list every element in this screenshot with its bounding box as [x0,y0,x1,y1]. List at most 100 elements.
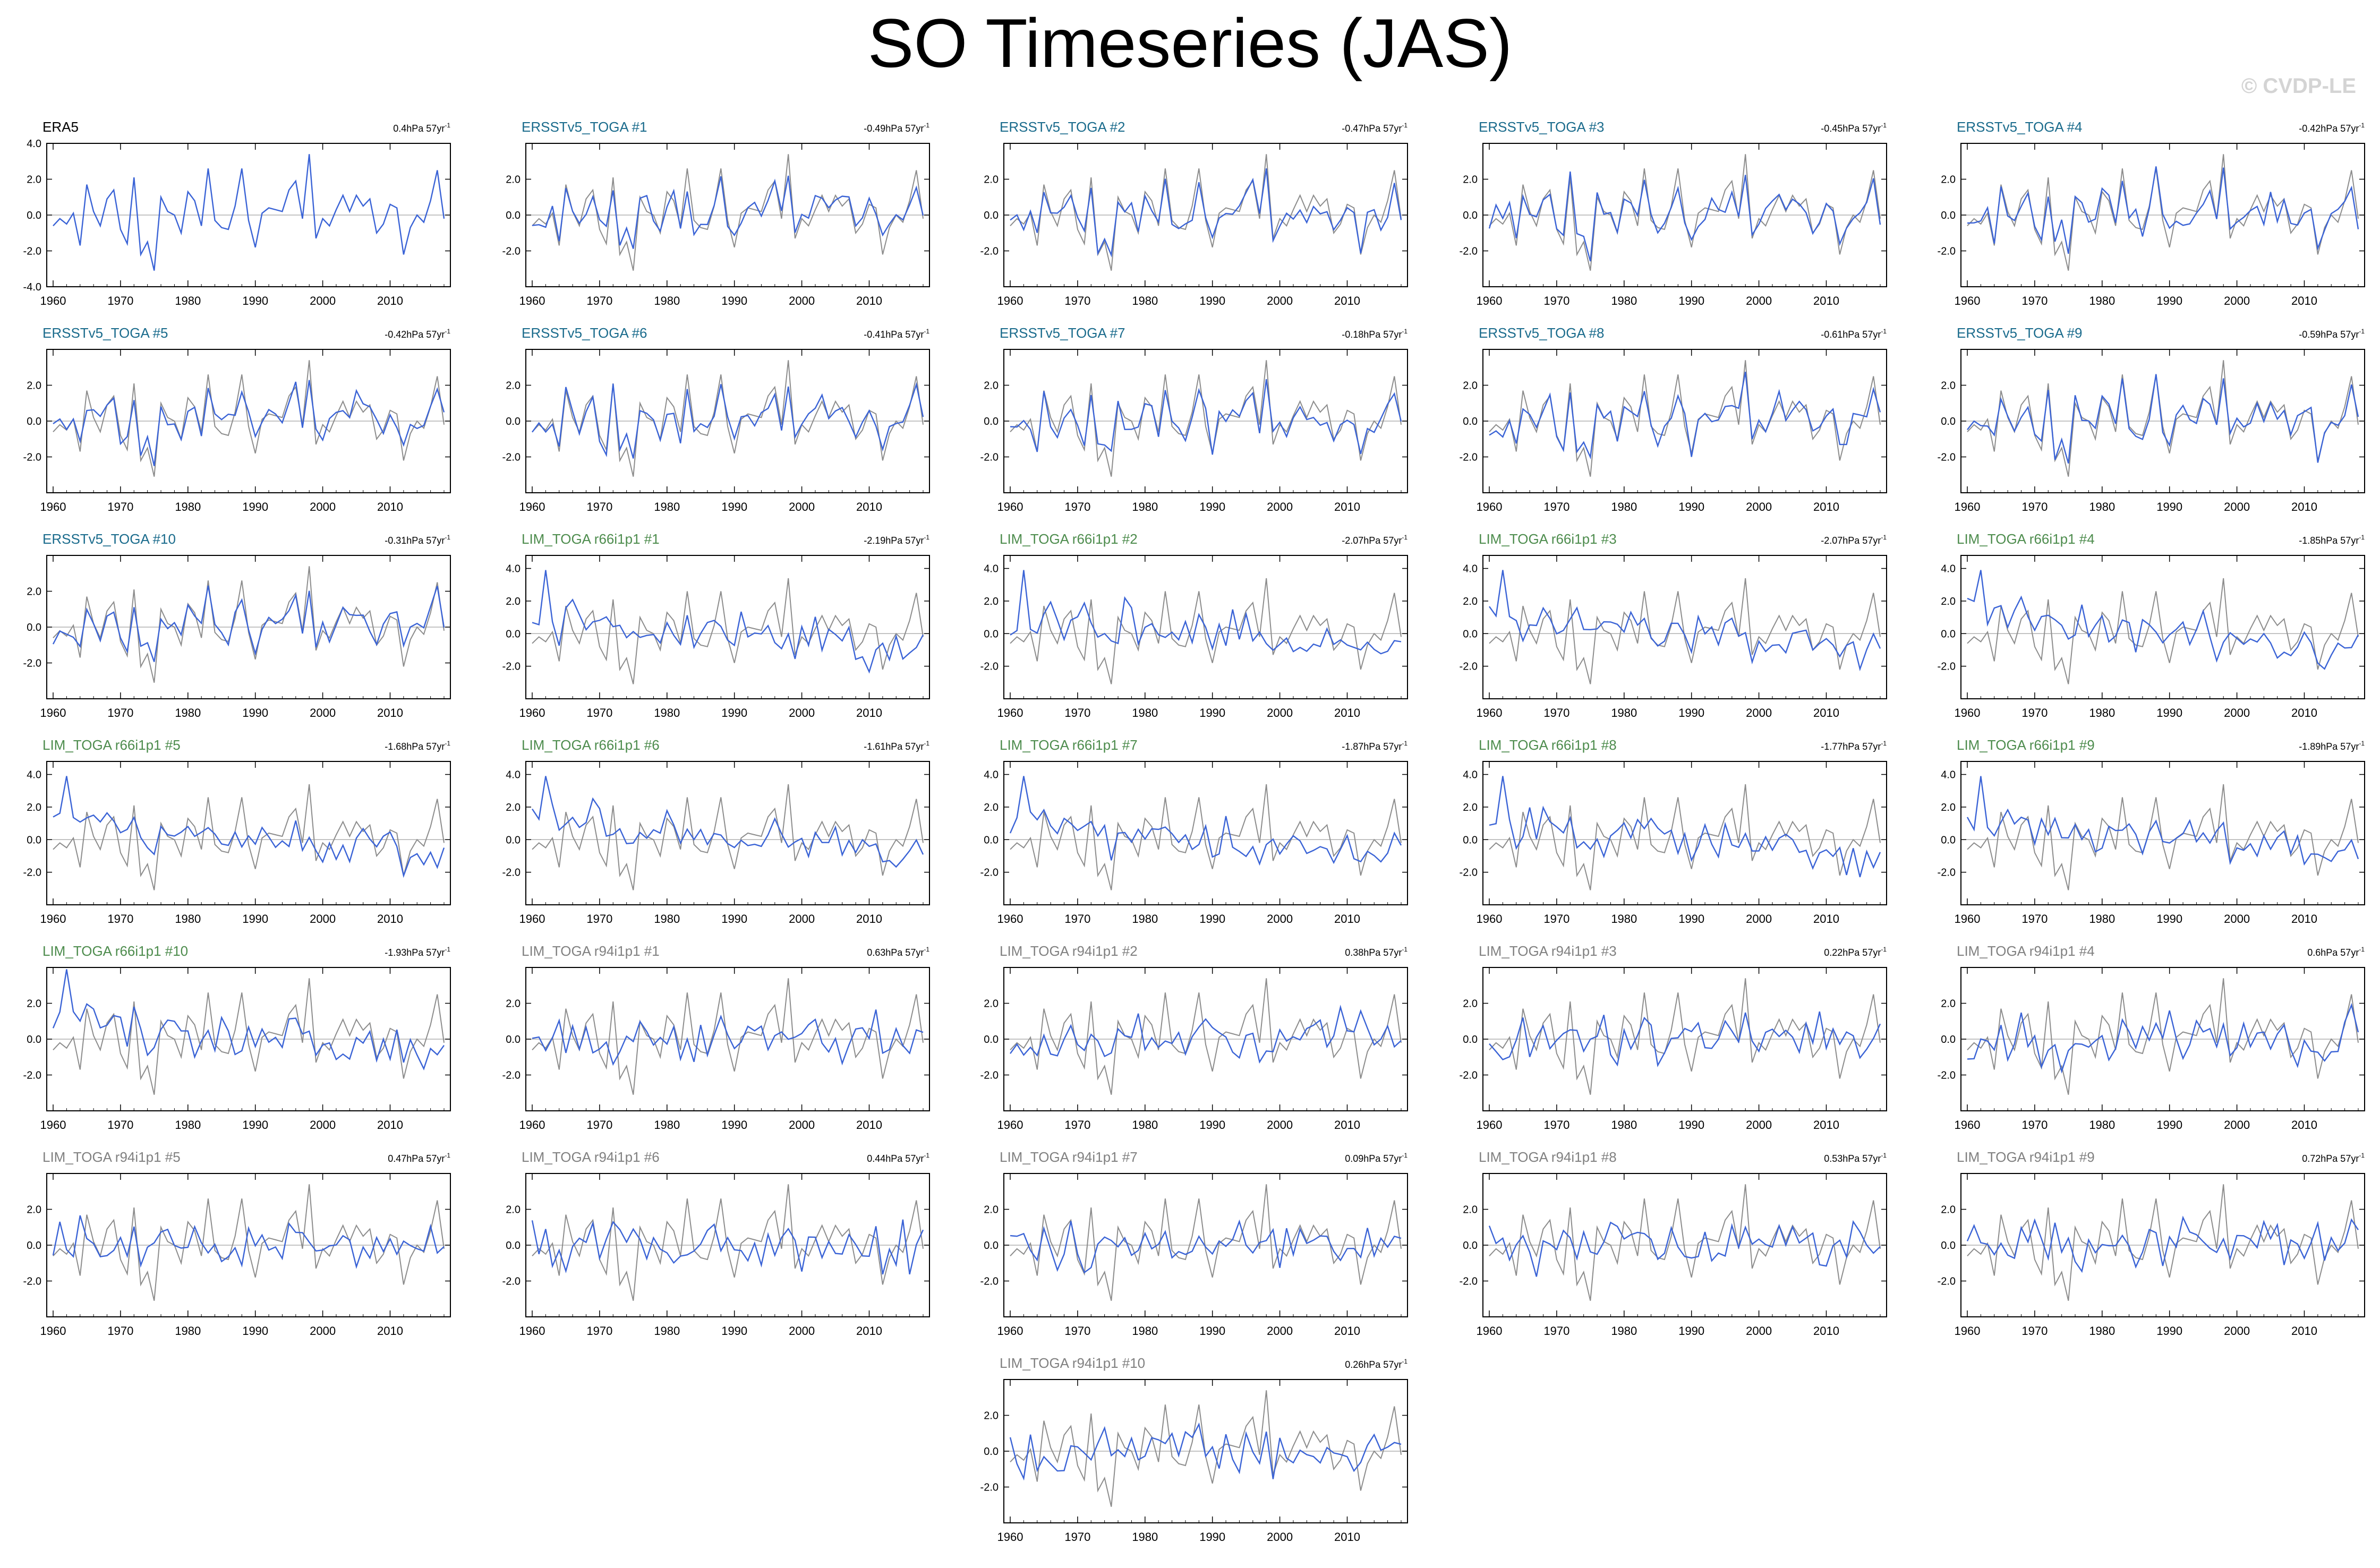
panel-frame [1960,761,2365,905]
x-tick-label: 2000 [1267,500,1293,513]
x-tick-label: 1970 [2021,706,2048,719]
x-tick-label: 1970 [1543,1118,1569,1132]
panel-trend: 0.44hPa 57yr-1 [867,1152,929,1164]
x-tick-label: 1970 [586,706,612,719]
x-tick-label: 1990 [242,294,268,307]
x-tick-label: 1970 [586,912,612,926]
x-tick-label: 1970 [2021,294,2048,307]
panel-frame [46,761,451,905]
panel-trend: -2.19hPa 57yr-1 [864,534,929,546]
y-tick-label: 4.0 [1463,563,1478,575]
y-tick-label: 2.0 [1463,998,1478,1010]
y-tick-label: 2.0 [1463,596,1478,607]
panel-23: LIM_TOGA r94i1p1 #2 0.38hPa 57yr-1 2.0 0.0 -… [980,943,1408,1132]
panel-title: LIM_TOGA r66i1p1 #8 [1479,737,1617,753]
x-tick-label: 1970 [1064,706,1090,719]
observed-series-line [53,360,445,477]
x-tick-label: 1970 [1064,1324,1090,1338]
model-series-line [53,776,445,878]
y-tick-label: -2.0 [502,867,521,879]
y-tick-label: 0.0 [1463,834,1478,846]
x-tick-label: 1990 [721,500,747,513]
x-tick-label: 1960 [40,500,66,513]
panel-frame [1482,555,1887,699]
y-tick-label: 2.0 [506,596,521,607]
panel-trend: 0.22hPa 57yr-1 [1824,946,1887,958]
trend-superscript: -1 [445,946,450,953]
x-tick-label: 2000 [789,500,815,513]
x-tick-label: 1960 [997,1530,1023,1544]
panel-trend: -1.87hPa 57yr-1 [1342,740,1407,752]
panel-title: LIM_TOGA r94i1p1 #10 [1000,1355,1145,1371]
x-tick-label: 1960 [1477,706,1503,719]
model-series-line [1967,374,2359,464]
x-tick-label: 1960 [997,294,1023,307]
x-tick-label: 1990 [1199,912,1225,926]
trend-superscript: -1 [1881,1152,1887,1159]
y-tick-label: 2.0 [984,998,999,1010]
model-series-line [531,776,924,868]
y-tick-label: -2.0 [1938,867,1956,879]
y-tick-label: 2.0 [1463,174,1478,186]
model-series-line [52,969,445,1070]
panel-frame [1003,555,1408,699]
panel-title: ERSSTv5_TOGA #5 [42,325,168,341]
x-tick-label: 1970 [586,500,612,513]
x-tick-label: 1970 [1064,500,1090,513]
trend-superscript: -1 [1881,740,1887,747]
panel-25: LIM_TOGA r94i1p1 #4 0.6hPa 57yr-1 2.0 0.0 -2… [1938,943,2365,1132]
x-tick-label: 1990 [1199,706,1225,719]
model-series-line [1488,1220,1881,1277]
model-series-line [532,570,924,674]
y-tick-label: 0.0 [1941,1240,1956,1252]
y-tick-label: 2.0 [984,1204,999,1216]
trend-superscript: -1 [445,1152,450,1159]
x-tick-label: 2010 [2291,1324,2317,1338]
x-tick-label: 1960 [997,500,1023,513]
y-tick-label: 0.0 [1941,834,1956,846]
y-tick-label: 4.0 [984,769,999,781]
y-tick-label: 4.0 [27,769,41,781]
x-tick-label: 2010 [1334,912,1360,926]
x-tick-label: 2010 [1813,1118,1839,1132]
model-series-line [532,175,924,249]
y-tick-label: -4.0 [23,281,41,293]
trend-superscript: -1 [1402,1152,1407,1159]
panel-5: ERSSTv5_TOGA #4 -0.42hPa 57yr-1 2.0 0.0 -2.0… [1938,119,2365,307]
panel-trend: 0.63hPa 57yr-1 [867,946,929,958]
y-tick-label: 0.0 [27,1240,41,1252]
panel-trend: 0.09hPa 57yr-1 [1345,1152,1407,1164]
observed-series-line [1010,578,1402,684]
y-tick-label: -2.0 [980,661,999,673]
panel-28: LIM_TOGA r94i1p1 #7 0.09hPa 57yr-1 2.0 0.0 -… [980,1149,1408,1338]
y-tick-label: 0.0 [27,1034,41,1046]
observed-series-line [53,784,445,890]
observed-series-line [1489,360,1881,477]
y-tick-label: -2.0 [1460,1276,1478,1288]
x-tick-label: 1990 [721,294,747,307]
x-tick-label: 1960 [519,500,545,513]
panel-27: LIM_TOGA r94i1p1 #6 0.44hPa 57yr-1 2.0 0.0 -… [502,1149,930,1338]
observed-series-line [1010,154,1402,271]
y-tick-label: 2.0 [1463,802,1478,813]
x-tick-label: 2010 [2291,500,2317,513]
trend-superscript: -1 [445,122,450,129]
y-tick-label: 4.0 [1941,563,1956,575]
x-tick-label: 1960 [1955,500,1981,513]
model-series-line [532,382,924,459]
y-tick-label: 0.0 [27,622,41,633]
y-tick-label: -2.0 [980,1482,999,1494]
trend-superscript: -1 [1402,740,1407,747]
y-tick-label: -2.0 [502,661,521,673]
x-tick-label: 1990 [2156,500,2182,513]
y-tick-label: 0.0 [506,628,521,640]
y-tick-label: 2.0 [1941,596,1956,607]
x-tick-label: 1980 [175,294,201,307]
panel-12: LIM_TOGA r66i1p1 #1 -2.19hPa 57yr-1 4.0 2.0… [502,531,930,719]
panel-title: ERSSTv5_TOGA #9 [1957,325,2083,341]
model-series-line [52,585,445,662]
y-tick-label: 0.0 [1463,1034,1478,1046]
x-tick-label: 1970 [1064,294,1090,307]
model-series-line [531,1219,924,1275]
trend-superscript: -1 [1881,122,1887,129]
